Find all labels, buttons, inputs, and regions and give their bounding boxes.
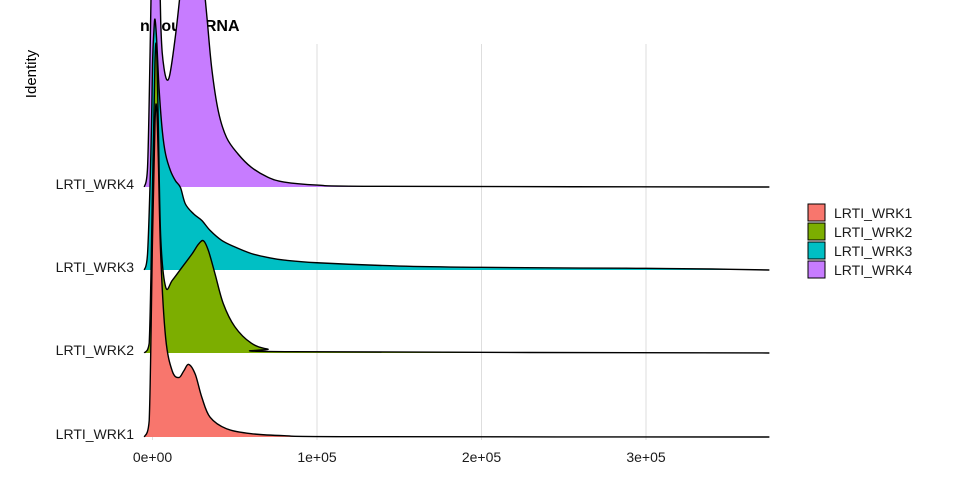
- ridge-outline-lrti-wrk1: [143, 103, 770, 438]
- y-tick-label: LRTI_WRK4: [56, 176, 135, 192]
- y-tick-labels: LRTI_WRK1 LRTI_WRK2 LRTI_WRK3 LRTI_WRK4: [56, 176, 135, 442]
- x-tick-label: 1e+05: [297, 449, 337, 465]
- legend-label: LRTI_WRK2: [834, 224, 913, 240]
- grid-lines: [152, 44, 647, 440]
- ridge-fill-lrti-wrk3: [144, 19, 770, 270]
- ridge-outline-lrti-wrk2: [143, 42, 770, 354]
- x-tick-label: 0e+00: [133, 449, 173, 465]
- legend: LRTI_WRK1 LRTI_WRK2 LRTI_WRK3 LRTI_WRK4: [807, 203, 913, 279]
- y-axis-title: Identity: [23, 49, 40, 98]
- x-tick-label: 3e+05: [626, 449, 666, 465]
- legend-swatch: [807, 241, 826, 260]
- x-tick-labels: 0e+00 1e+05 2e+05 3e+05: [133, 449, 666, 465]
- ridge-outline-lrti-wrk4: [143, 0, 770, 188]
- x-tick-label: 2e+05: [462, 449, 502, 465]
- ridge-outline-lrti-wrk3: [143, 18, 770, 271]
- legend-swatch: [807, 260, 826, 279]
- y-tick-label: LRTI_WRK1: [56, 426, 135, 442]
- legend-swatch: [807, 222, 826, 241]
- y-tick-label: LRTI_WRK3: [56, 259, 135, 275]
- ridge-fill-lrti-wrk2: [144, 43, 770, 353]
- legend-label: LRTI_WRK1: [834, 205, 913, 221]
- legend-label: LRTI_WRK4: [834, 262, 913, 278]
- legend-swatch: [807, 203, 826, 222]
- legend-label: LRTI_WRK3: [834, 243, 913, 259]
- density-ridges: [143, 0, 770, 438]
- y-tick-label: LRTI_WRK2: [56, 342, 135, 358]
